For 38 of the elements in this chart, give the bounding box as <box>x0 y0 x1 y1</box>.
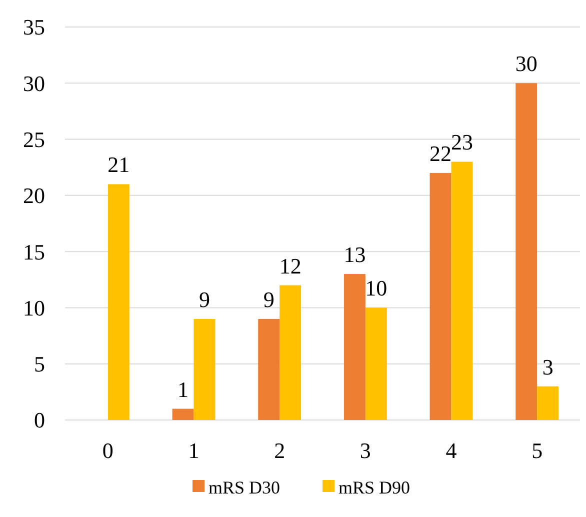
data-label: 9 <box>198 286 210 312</box>
bar <box>172 408 194 420</box>
data-label: 13 <box>344 242 366 268</box>
y-tick-label: 10 <box>23 295 45 320</box>
x-tick-label: 5 <box>532 438 543 463</box>
bar <box>451 162 473 420</box>
bar <box>194 318 216 420</box>
bar <box>258 318 280 420</box>
data-label: 22 <box>430 140 452 166</box>
bar <box>537 386 559 420</box>
bar <box>365 308 387 420</box>
bar <box>344 274 366 420</box>
data-label: 3 <box>542 354 554 380</box>
x-tick-label: 4 <box>446 438 457 463</box>
y-tick-label: 30 <box>23 70 45 96</box>
data-label: 23 <box>450 130 473 155</box>
x-tick-label: 3 <box>360 438 371 463</box>
y-tick-label: 5 <box>34 352 45 377</box>
y-tick-label: 20 <box>23 183 45 208</box>
x-tick-label: 2 <box>274 438 286 463</box>
bar <box>516 83 538 420</box>
bar <box>108 184 130 420</box>
bar <box>430 172 452 420</box>
data-label: 1 <box>178 376 189 402</box>
y-tick-label: 35 <box>23 14 45 40</box>
legend-label: mRS D90 <box>338 477 410 498</box>
data-label: 9 <box>263 286 274 312</box>
x-tick-label: 0 <box>102 438 114 463</box>
legend-label: mRS D30 <box>208 477 280 498</box>
data-label: 10 <box>365 276 388 301</box>
y-tick-label: 25 <box>23 126 45 152</box>
data-label: 12 <box>279 253 302 278</box>
y-tick-label: 0 <box>34 408 45 433</box>
x-tick-label: 1 <box>188 438 200 463</box>
data-label: 30 <box>515 51 538 76</box>
bar <box>280 285 302 420</box>
data-label: 21 <box>108 152 130 178</box>
y-tick-label: 15 <box>23 239 45 264</box>
